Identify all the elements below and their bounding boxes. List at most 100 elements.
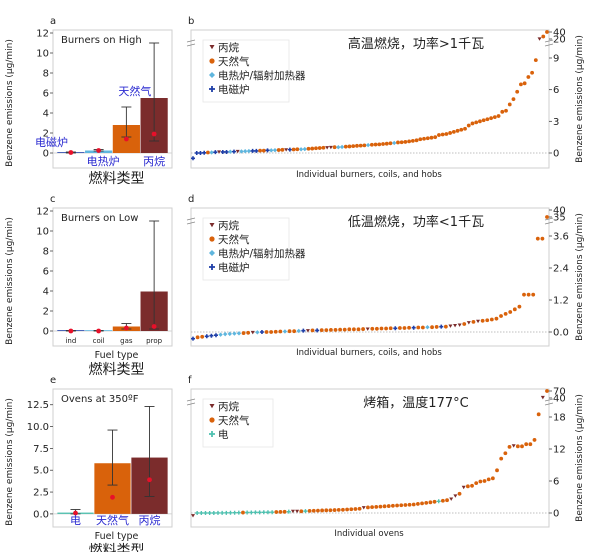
- data-point-gas: [499, 314, 503, 318]
- legend-marker-electric: [209, 250, 215, 256]
- data-point-induction: [393, 326, 398, 331]
- category-label: gas: [120, 337, 133, 345]
- data-point-electric: [302, 146, 307, 152]
- panel-letter: f: [188, 375, 192, 386]
- data-point-gas: [526, 292, 531, 297]
- data-point-gas: [402, 326, 407, 330]
- legend-label: 天然气: [218, 233, 250, 246]
- legend-label: 丙烷: [218, 400, 239, 413]
- plot-frame: [190, 388, 550, 528]
- data-point-gas: [317, 146, 322, 150]
- data-point-gas: [396, 140, 400, 145]
- data-point-electric: [255, 330, 260, 335]
- data-point-gas: [545, 215, 549, 219]
- legend-marker-propane: [209, 404, 215, 409]
- data-point-gas: [541, 34, 546, 39]
- data-point-gas: [507, 102, 512, 107]
- y-axis-label: Benzene emissions (µg/min): [5, 39, 15, 167]
- data-point-gas: [459, 127, 464, 132]
- data-point-electric: [195, 511, 200, 515]
- data-point-gas: [522, 292, 526, 297]
- data-point-gas: [278, 329, 283, 334]
- data-point-electric: [242, 149, 248, 154]
- data-point-propane: [250, 330, 255, 335]
- data-point-electric: [265, 510, 270, 515]
- y-tick-label: 70: [553, 387, 566, 398]
- data-point-gas: [407, 502, 412, 507]
- category-label: 电热炉: [87, 155, 120, 168]
- data-point-electric: [239, 149, 244, 154]
- data-point-gas: [358, 143, 363, 148]
- data-point-gas: [418, 137, 423, 142]
- y-tick-label: 2.4: [553, 264, 569, 275]
- data-point-gas: [377, 142, 382, 147]
- y-tick-label: 6: [43, 267, 49, 278]
- data-point-induction: [220, 149, 225, 154]
- data-point-electric: [236, 331, 242, 336]
- y-tick-label: 4: [43, 109, 49, 120]
- data-point-propane: [361, 506, 366, 510]
- data-point-electric: [257, 510, 262, 515]
- data-point-gas: [430, 325, 434, 330]
- data-point-gas: [503, 451, 508, 456]
- data-point-gas: [388, 141, 393, 146]
- data-point-propane: [365, 327, 370, 331]
- data-point-propane: [453, 324, 458, 328]
- data-point-gas: [519, 82, 523, 87]
- median-marker: [151, 324, 157, 329]
- data-point-gas: [495, 468, 499, 473]
- y-axis-label: Benzene emissions (µg/min): [575, 394, 585, 522]
- data-point-electric: [232, 510, 237, 515]
- data-point-gas: [407, 325, 411, 330]
- data-point-propane: [449, 497, 454, 501]
- category-label: 电: [70, 514, 81, 527]
- data-point-gas: [422, 136, 426, 141]
- axis-break-left: [186, 39, 196, 47]
- data-point-gas: [384, 326, 388, 331]
- data-point-propane: [457, 323, 462, 327]
- data-point-gas: [465, 484, 470, 489]
- data-point-electric: [286, 509, 291, 514]
- data-point-gas: [444, 132, 449, 136]
- y-tick-label: 20: [553, 35, 566, 46]
- data-point-propane: [305, 329, 310, 333]
- legend-marker-electric: [209, 72, 215, 78]
- data-point-electric: [282, 329, 288, 334]
- category-label: ind: [65, 337, 76, 345]
- data-point-gas: [264, 330, 269, 334]
- data-point-gas: [386, 504, 391, 508]
- data-point-gas: [274, 510, 279, 514]
- data-point-gas: [292, 329, 297, 334]
- y-axis-label: Benzene emissions (µg/min): [575, 213, 585, 341]
- data-point-gas: [508, 310, 513, 314]
- data-point-gas: [246, 330, 251, 335]
- legend-marker-propane: [209, 45, 215, 50]
- data-point-gas: [511, 97, 516, 102]
- x-axis-label: Individual ovens: [334, 529, 404, 539]
- y-tick-label: 12: [553, 445, 566, 456]
- data-point-gas: [373, 142, 378, 147]
- y-tick-label: 40: [553, 28, 566, 39]
- data-point-gas: [366, 505, 370, 510]
- legend-box: [202, 39, 290, 103]
- data-point-gas: [434, 325, 439, 329]
- data-point-induction: [259, 330, 264, 334]
- median-marker: [123, 325, 129, 331]
- y-tick-label: 40: [553, 206, 566, 217]
- data-point-electric: [303, 509, 308, 514]
- data-point-gas: [336, 508, 341, 512]
- data-point-gas: [324, 328, 329, 333]
- data-point-gas: [530, 70, 534, 75]
- y-tick-label: 2.5: [33, 488, 49, 499]
- data-point-gas: [494, 316, 499, 321]
- data-point-gas: [407, 139, 412, 144]
- data-point-gas: [470, 121, 475, 126]
- data-point-gas: [533, 58, 538, 63]
- y-tick-label: 0: [43, 149, 49, 160]
- median-marker: [123, 136, 129, 142]
- data-point-gas: [278, 510, 283, 514]
- data-point-electric: [220, 510, 225, 515]
- data-point-induction: [250, 148, 255, 153]
- data-point-gas: [276, 148, 281, 152]
